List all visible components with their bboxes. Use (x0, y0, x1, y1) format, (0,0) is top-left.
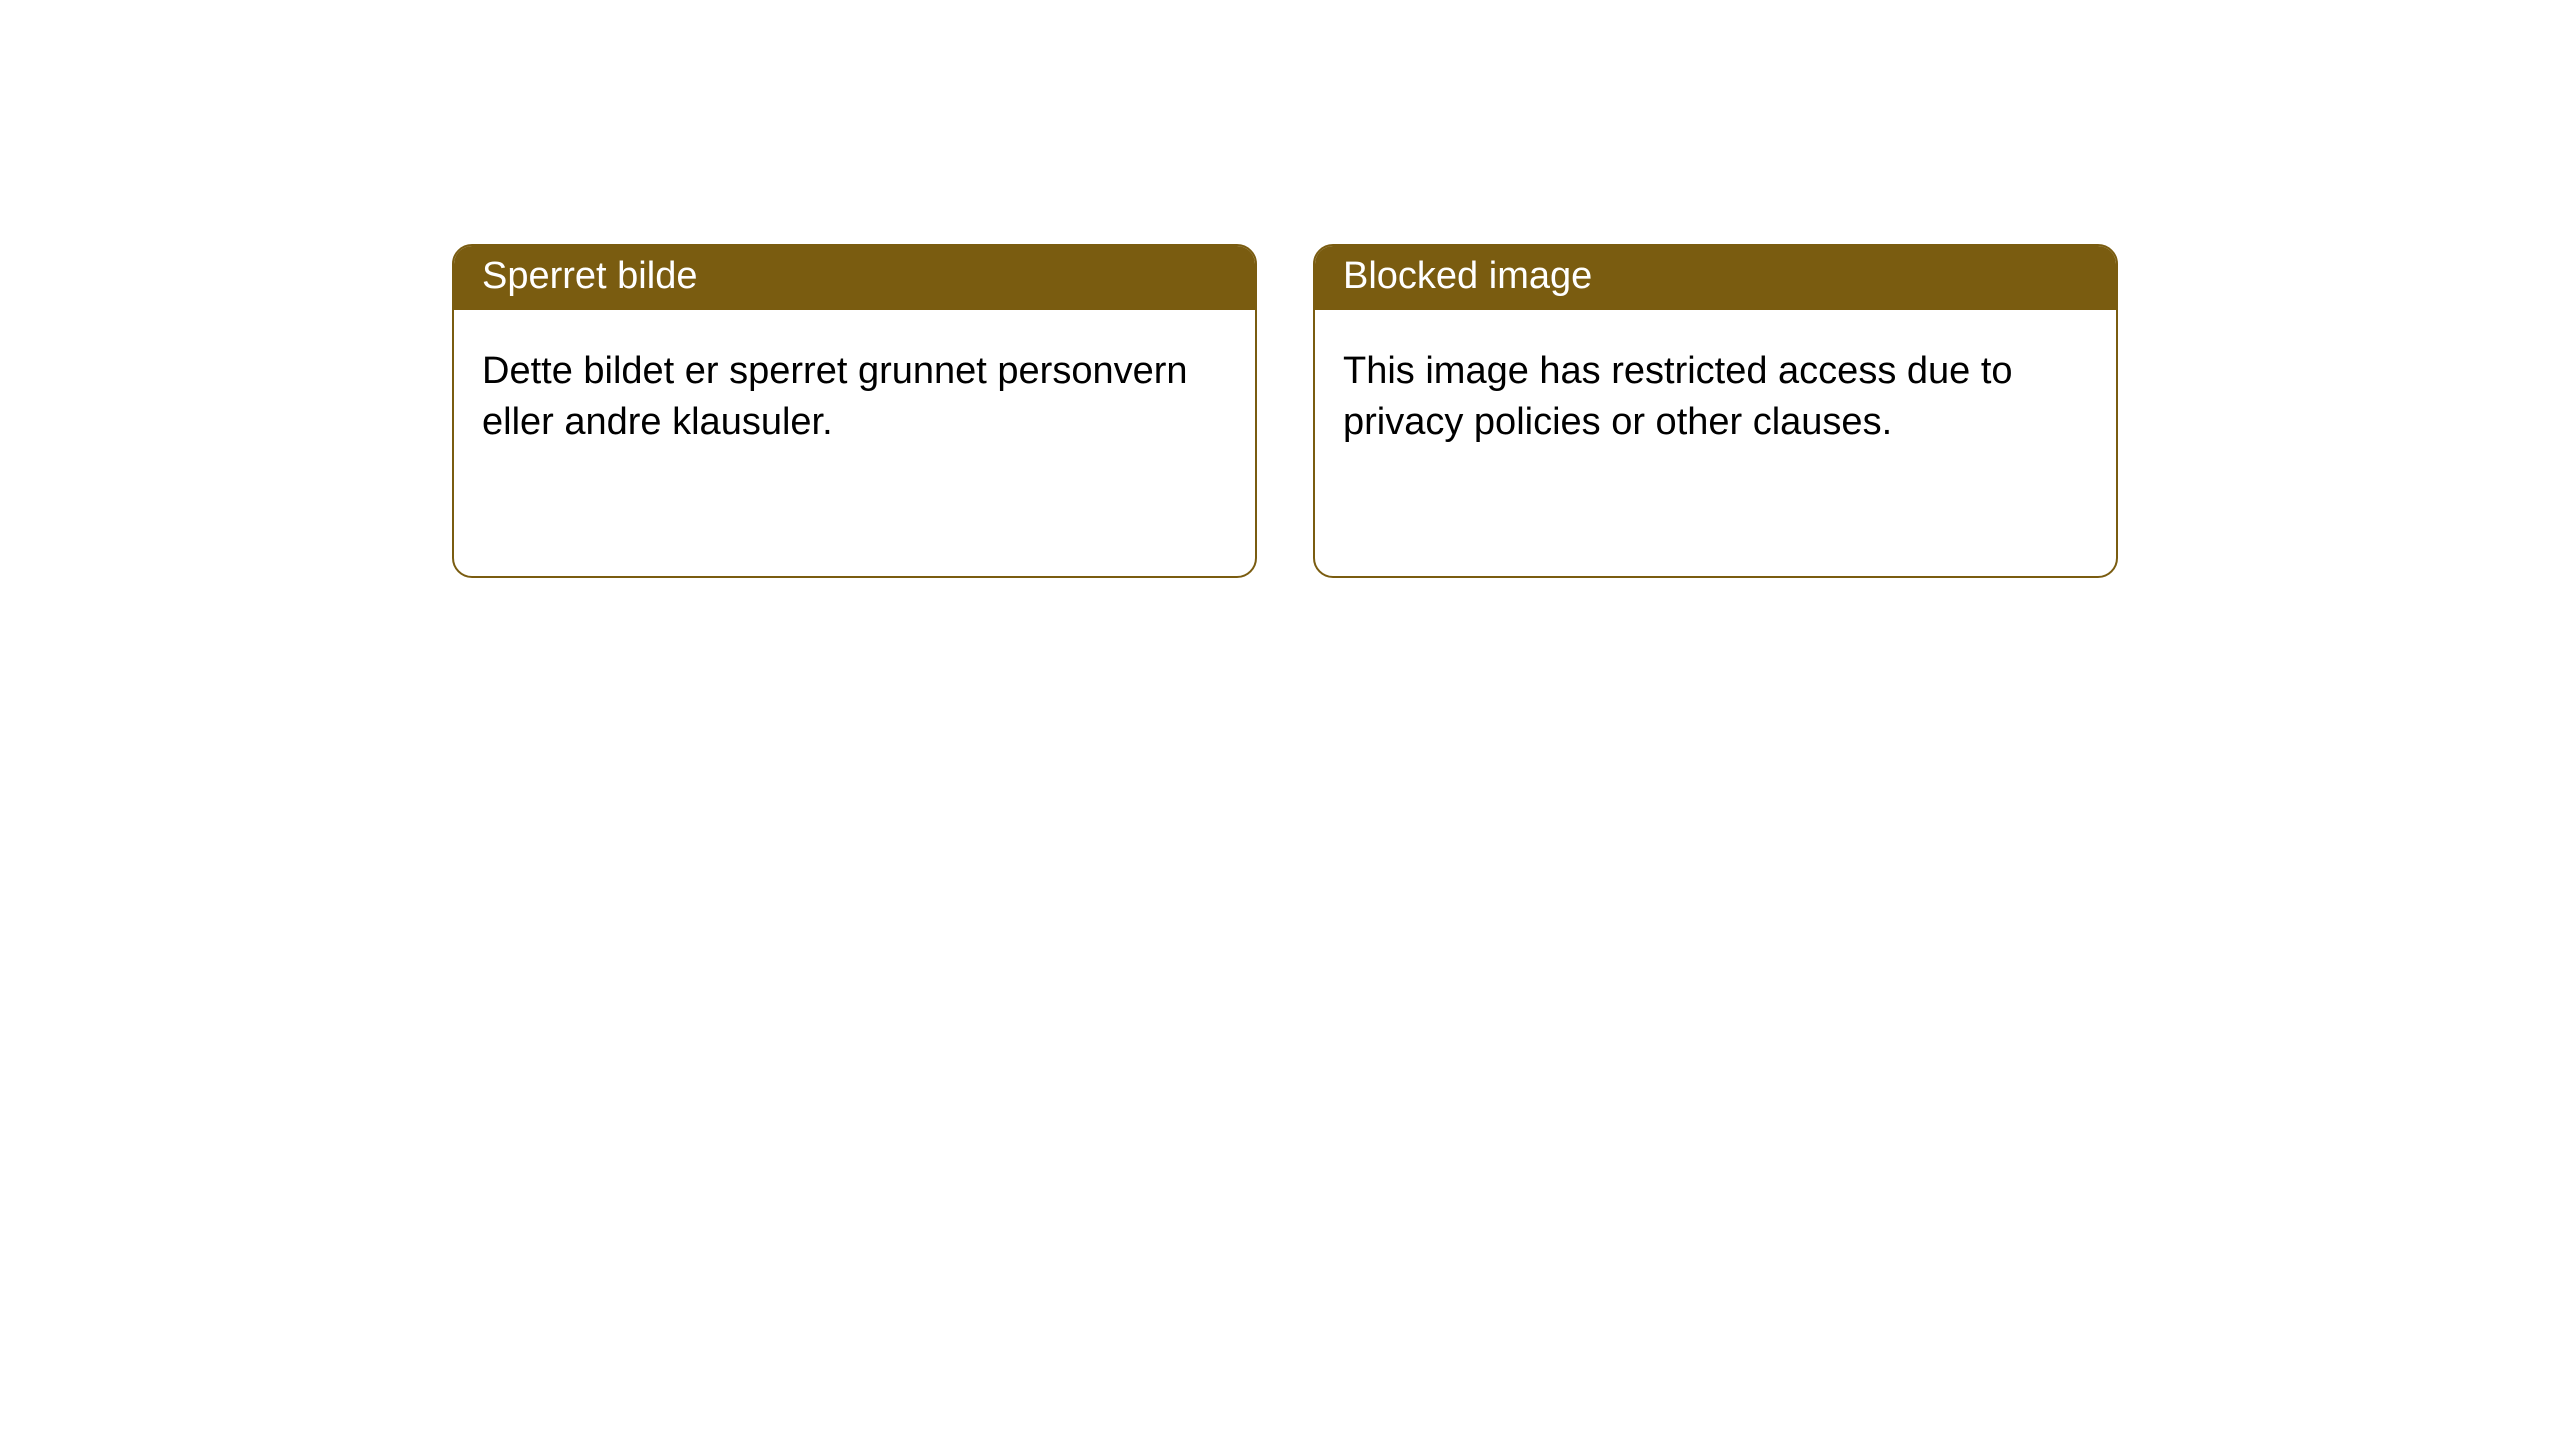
card-body-text: This image has restricted access due to … (1343, 350, 2013, 443)
notice-cards-row: Sperret bilde Dette bildet er sperret gr… (0, 0, 2560, 578)
card-body-text: Dette bildet er sperret grunnet personve… (482, 350, 1188, 443)
card-title: Sperret bilde (482, 255, 697, 297)
card-body: This image has restricted access due to … (1315, 310, 2116, 485)
notice-card-english: Blocked image This image has restricted … (1313, 244, 2118, 578)
card-header: Sperret bilde (454, 246, 1255, 310)
card-header: Blocked image (1315, 246, 2116, 310)
card-body: Dette bildet er sperret grunnet personve… (454, 310, 1255, 485)
card-title: Blocked image (1343, 255, 1592, 297)
notice-card-norwegian: Sperret bilde Dette bildet er sperret gr… (452, 244, 1257, 578)
